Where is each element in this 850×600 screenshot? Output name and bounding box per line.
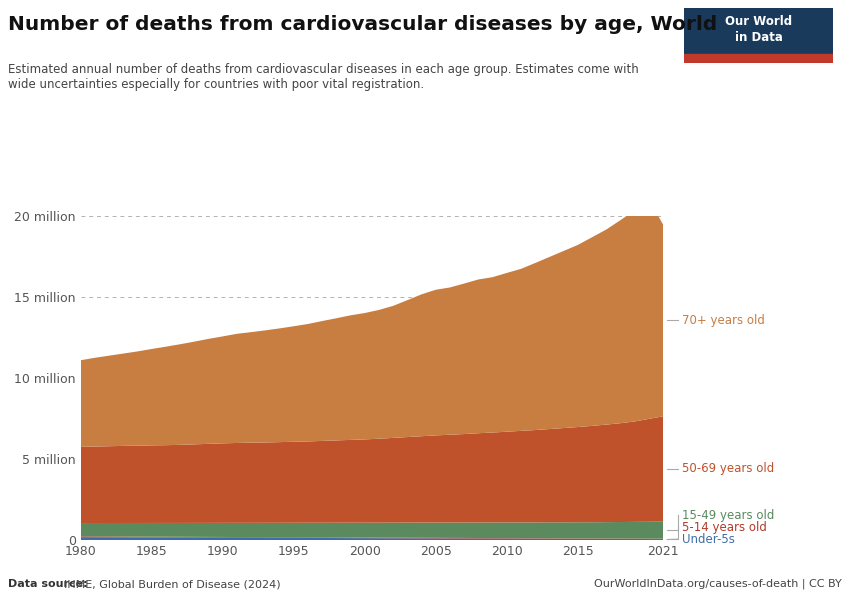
Text: Our World
in Data: Our World in Data bbox=[725, 16, 792, 44]
Text: Estimated annual number of deaths from cardiovascular diseases in each age group: Estimated annual number of deaths from c… bbox=[8, 63, 639, 91]
Text: IHME, Global Burden of Disease (2024): IHME, Global Burden of Disease (2024) bbox=[64, 579, 280, 589]
Text: 5-14 years old: 5-14 years old bbox=[682, 521, 767, 533]
Text: 50-69 years old: 50-69 years old bbox=[682, 463, 774, 475]
Text: OurWorldInData.org/causes-of-death | CC BY: OurWorldInData.org/causes-of-death | CC … bbox=[594, 578, 842, 589]
Bar bbox=[684, 54, 833, 63]
Text: Number of deaths from cardiovascular diseases by age, World: Number of deaths from cardiovascular dis… bbox=[8, 15, 717, 34]
Text: Data source:: Data source: bbox=[8, 579, 92, 589]
Text: Under-5s: Under-5s bbox=[682, 533, 734, 545]
Text: 70+ years old: 70+ years old bbox=[682, 314, 764, 327]
Text: 15-49 years old: 15-49 years old bbox=[682, 509, 774, 521]
